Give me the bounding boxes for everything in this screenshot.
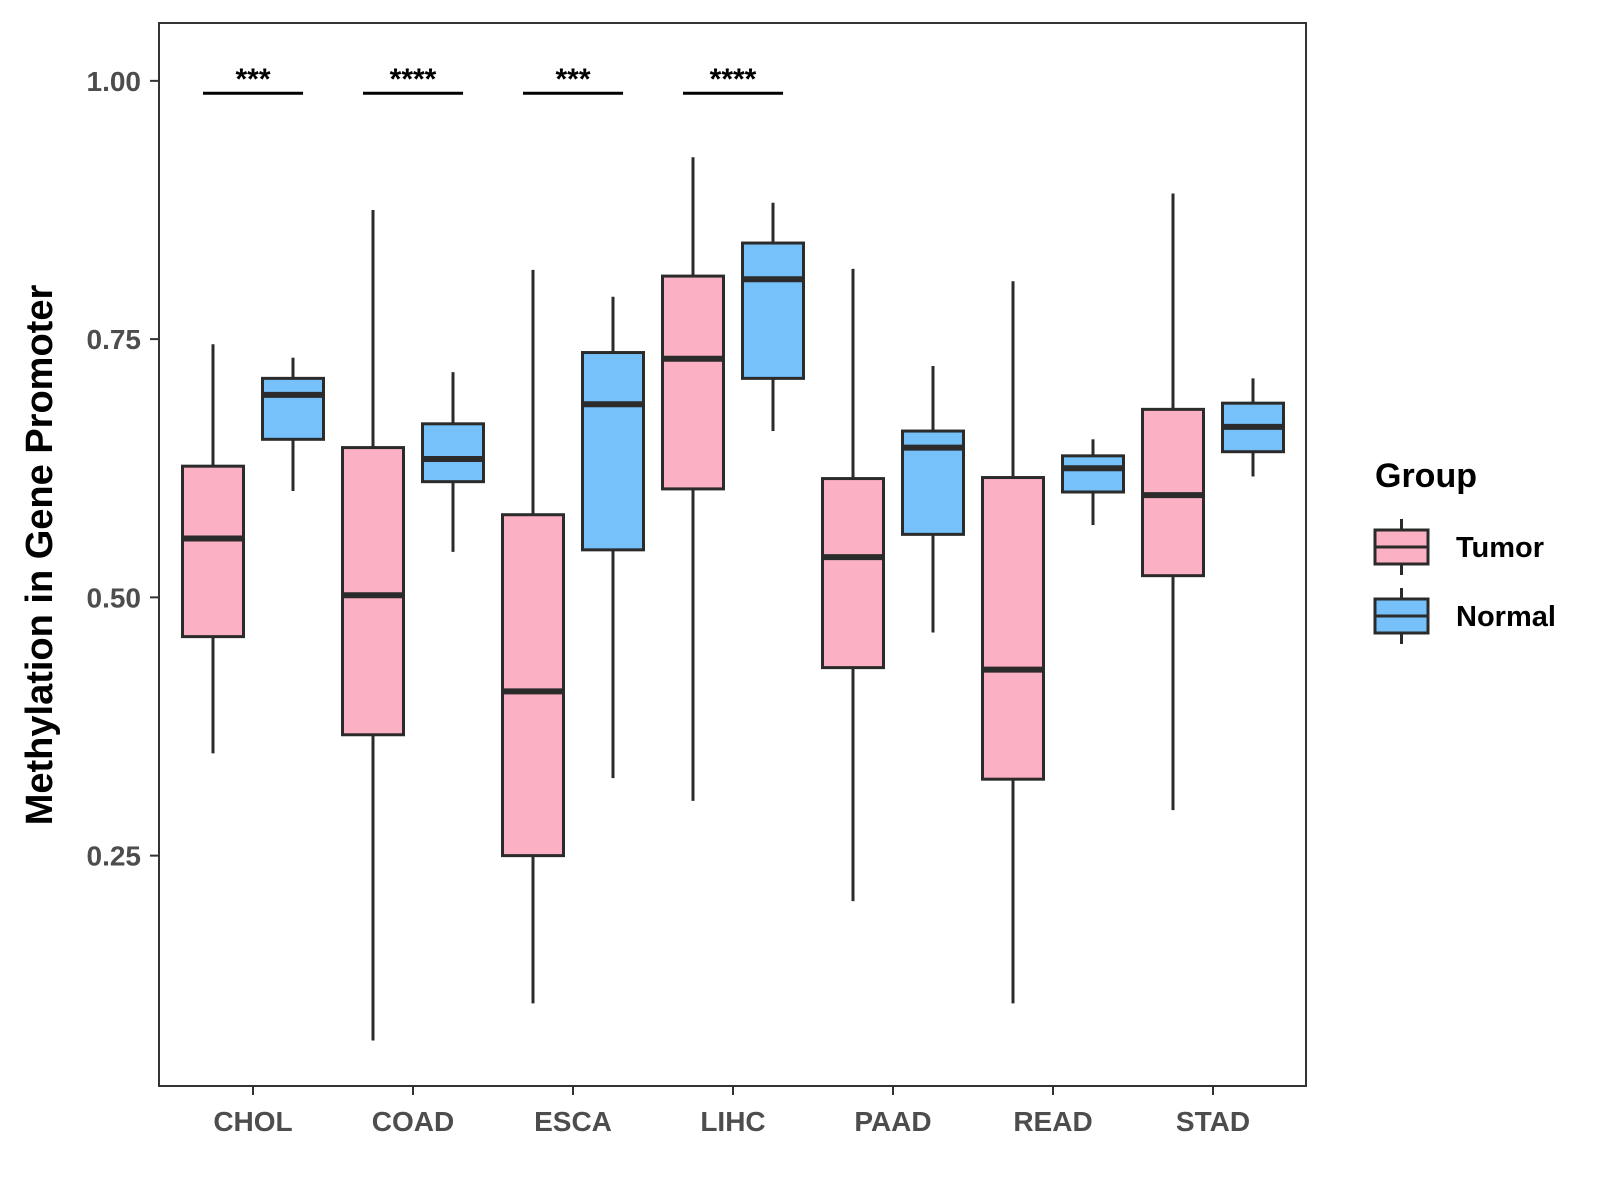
x-axis: CHOL COAD ESCA LIHC PAAD READ STAD: [213, 1086, 1250, 1137]
box-body: [1061, 454, 1125, 494]
box-body: [341, 446, 405, 737]
box-tumor-coad: [341, 209, 405, 1041]
legend-label-normal: Normal: [1456, 601, 1556, 633]
significance-label: ***: [235, 63, 270, 96]
box-normal-chol: [261, 357, 325, 491]
box-normal-esca: [581, 296, 645, 779]
box-normal-read: [1061, 439, 1125, 526]
x-tick-label: LIHC: [700, 1106, 765, 1137]
box-body: [981, 476, 1045, 781]
significance-chol: ***: [203, 63, 303, 96]
x-tick-label: ESCA: [534, 1106, 612, 1137]
significance-label: ****: [390, 63, 437, 96]
y-axis-title: Methylation in Gene Promoter: [19, 285, 61, 826]
y-tick-label: 0.25: [87, 841, 142, 872]
significance-coad: ****: [363, 63, 463, 96]
box-tumor-stad: [1141, 193, 1205, 811]
y-tick-label: 0.75: [87, 324, 142, 355]
legend-label-tumor: Tumor: [1456, 532, 1544, 564]
x-tick-label: STAD: [1176, 1106, 1250, 1137]
significance-label: ***: [555, 63, 590, 96]
legend: Group Tumor Normal: [1373, 457, 1556, 644]
box-body: [181, 464, 245, 639]
box-body: [421, 422, 485, 484]
box-normal-stad: [1221, 378, 1285, 477]
plot-panel-border: [158, 22, 1307, 1087]
box-body: [661, 274, 725, 491]
y-tick-label: 0.50: [87, 582, 142, 613]
box-tumor-lihc: [661, 157, 725, 801]
box-body: [261, 376, 325, 441]
box-normal-lihc: [741, 202, 805, 432]
box-tumor-chol: [181, 344, 245, 754]
legend-key-tumor: [1373, 519, 1430, 575]
box-tumor-paad: [821, 268, 885, 902]
box-body: [501, 513, 565, 858]
box-body: [741, 241, 805, 380]
box-body: [581, 351, 645, 552]
x-tick-label: COAD: [372, 1106, 454, 1137]
legend-key-normal: [1373, 588, 1430, 644]
significance-lihc: ****: [683, 63, 783, 96]
y-tick-label: 1.00: [87, 66, 142, 97]
x-tick-label: PAAD: [854, 1106, 931, 1137]
x-tick-label: READ: [1013, 1106, 1092, 1137]
box-body: [821, 477, 885, 670]
box-tumor-read: [981, 281, 1045, 1004]
y-axis: 0.25 0.50 0.75 1.00: [87, 66, 159, 872]
box-normal-coad: [421, 372, 485, 552]
plot-area: *** **** *** ****: [181, 63, 1285, 1041]
significance-label: ****: [710, 63, 757, 96]
box-normal-paad: [901, 365, 965, 633]
significance-esca: ***: [523, 63, 623, 96]
box-tumor-esca: [501, 269, 565, 1004]
legend-title: Group: [1375, 457, 1477, 495]
x-tick-label: CHOL: [213, 1106, 292, 1137]
